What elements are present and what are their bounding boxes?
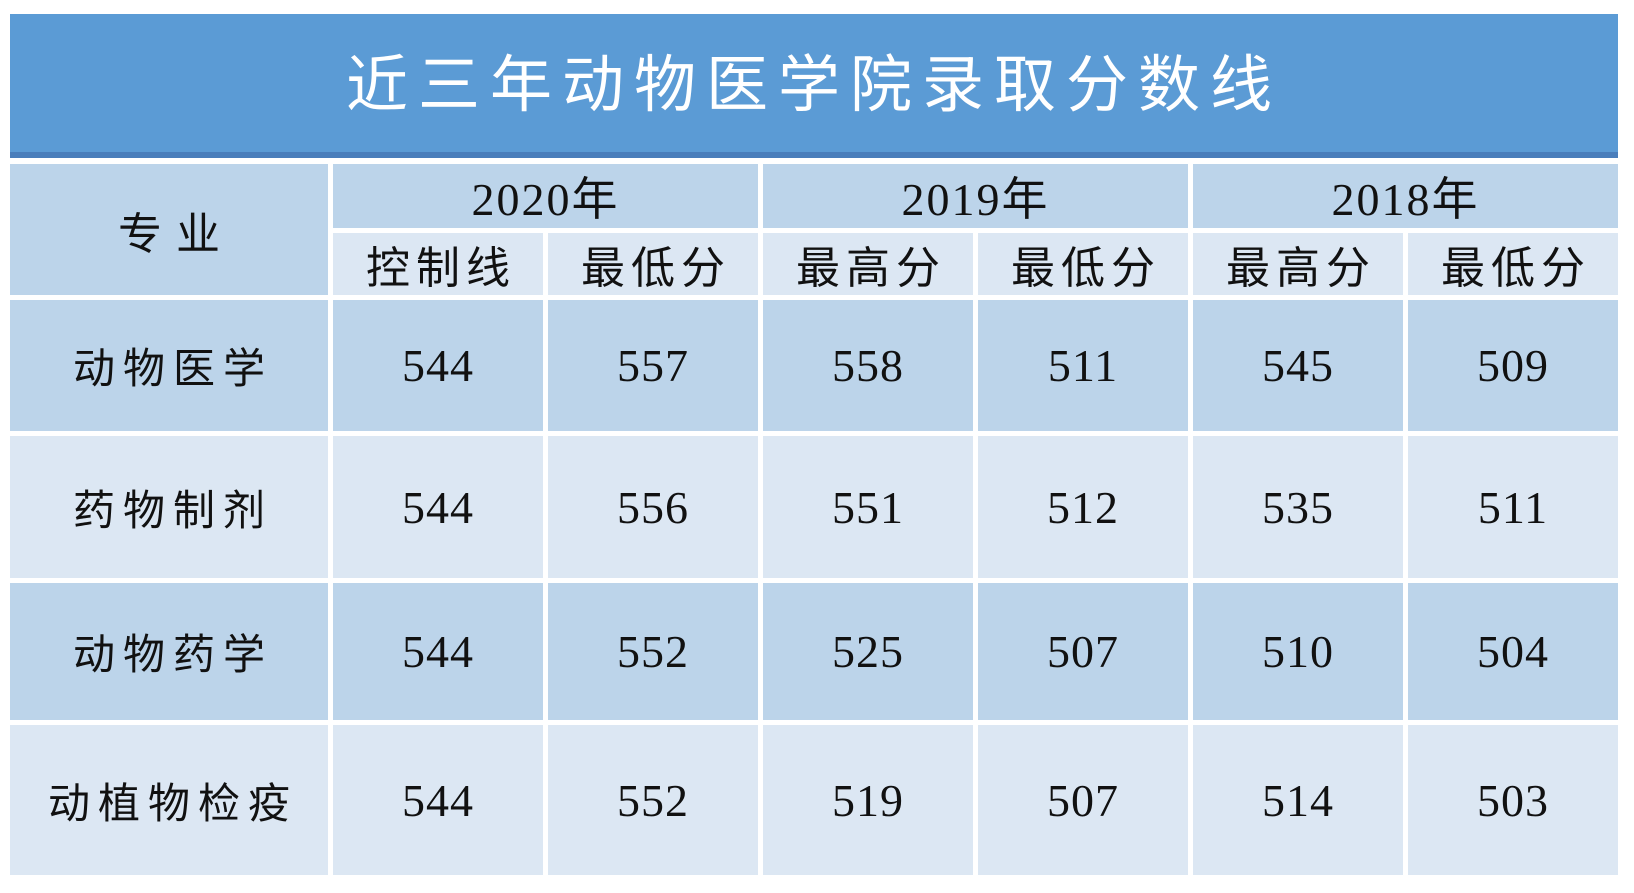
major-cell: 动物医学 [10, 300, 328, 431]
score-cell: 551 [763, 436, 973, 578]
score-cell: 510 [1193, 583, 1403, 720]
score-cell: 507 [978, 725, 1188, 875]
score-cell: 544 [333, 300, 543, 431]
score-cell: 535 [1193, 436, 1403, 578]
score-cell: 514 [1193, 725, 1403, 875]
subheader-2018-min-score: 最低分 [1408, 233, 1618, 295]
score-cell: 558 [763, 300, 973, 431]
score-cell: 503 [1408, 725, 1618, 875]
table-title: 近三年动物医学院录取分数线 [345, 52, 1282, 120]
subheader-2020-min-score: 最低分 [548, 233, 758, 295]
score-cell: 557 [548, 300, 758, 431]
score-cell: 545 [1193, 300, 1403, 431]
subheader-2019-min-score: 最低分 [978, 233, 1188, 295]
header-year-2019: 2019年 [763, 164, 1188, 228]
score-cell: 511 [978, 300, 1188, 431]
header-major: 专业 [10, 164, 328, 295]
subheader-2019-max-score: 最高分 [763, 233, 973, 295]
score-cell: 519 [763, 725, 973, 875]
score-cell: 544 [333, 436, 543, 578]
score-cell: 509 [1408, 300, 1618, 431]
major-cell: 药物制剂 [10, 436, 328, 578]
title-banner: 近三年动物医学院录取分数线 [10, 14, 1618, 158]
subheader-2018-max-score: 最高分 [1193, 233, 1403, 295]
score-cell: 507 [978, 583, 1188, 720]
score-cell: 552 [548, 583, 758, 720]
score-cell: 556 [548, 436, 758, 578]
score-cell: 504 [1408, 583, 1618, 720]
header-year-2018: 2018年 [1193, 164, 1618, 228]
header-year-2020: 2020年 [333, 164, 758, 228]
subheader-2020-control-line: 控制线 [333, 233, 543, 295]
score-cell: 544 [333, 725, 543, 875]
score-cell: 525 [763, 583, 973, 720]
score-cell: 512 [978, 436, 1188, 578]
admission-scores-table: 专业 2020年 2019年 2018年 控制线 最低分 最高分 最低分 最高分… [10, 164, 1618, 875]
major-cell: 动植物检疫 [10, 725, 328, 875]
major-cell: 动物药学 [10, 583, 328, 720]
score-cell: 511 [1408, 436, 1618, 578]
score-cell: 544 [333, 583, 543, 720]
score-cell: 552 [548, 725, 758, 875]
